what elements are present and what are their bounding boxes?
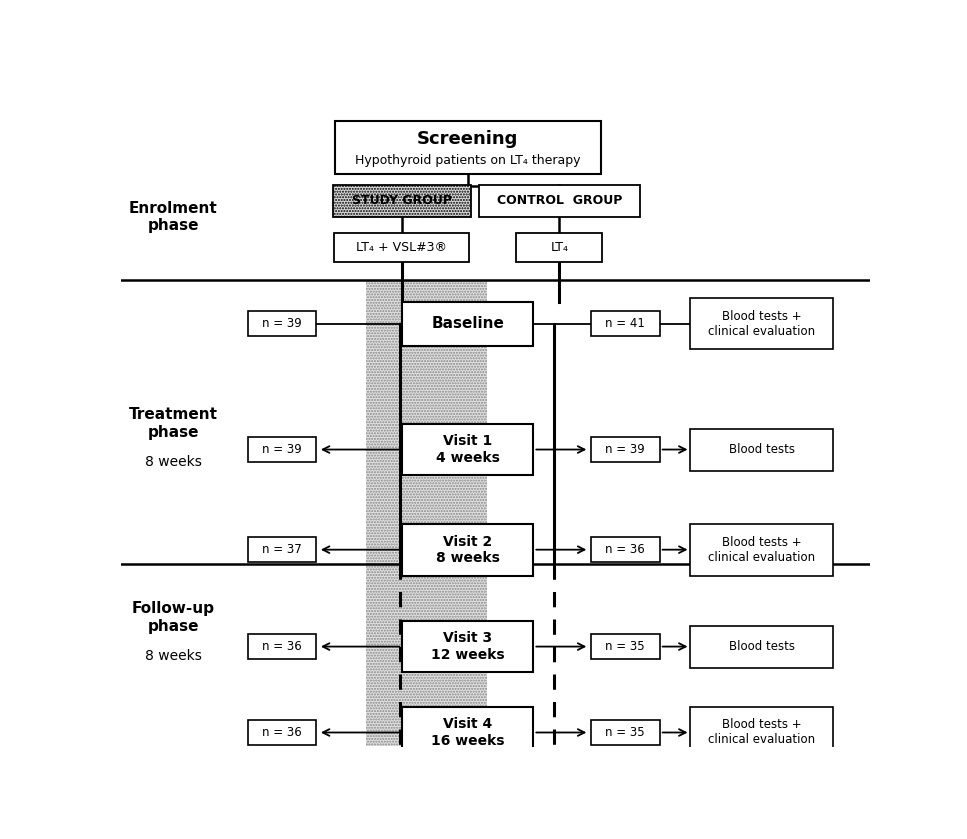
Bar <box>248 720 316 745</box>
Bar <box>402 621 534 672</box>
Text: Blood tests +
clinical evaluation: Blood tests + clinical evaluation <box>708 535 815 564</box>
Text: Blood tests +
clinical evaluation: Blood tests + clinical evaluation <box>708 310 815 337</box>
Bar <box>690 706 833 758</box>
Bar <box>402 524 534 576</box>
Text: Blood tests: Blood tests <box>728 443 795 456</box>
Bar <box>690 524 833 576</box>
Text: Treatment
phase: Treatment phase <box>129 408 218 440</box>
Text: n = 37: n = 37 <box>262 543 302 556</box>
Bar <box>690 298 833 349</box>
Bar <box>248 437 316 461</box>
Text: n = 39: n = 39 <box>262 443 302 456</box>
Text: n = 39: n = 39 <box>262 317 302 330</box>
Bar <box>402 301 534 346</box>
Text: Visit 2
8 weeks: Visit 2 8 weeks <box>436 534 500 565</box>
Text: 8 weeks: 8 weeks <box>145 456 202 470</box>
Bar <box>335 232 469 262</box>
Bar <box>591 538 659 562</box>
Text: n = 36: n = 36 <box>262 726 302 739</box>
Text: Hypothyroid patients on LT₄ therapy: Hypothyroid patients on LT₄ therapy <box>355 154 580 167</box>
Text: Screening: Screening <box>417 130 518 149</box>
Bar <box>335 122 601 175</box>
Text: 8 weeks: 8 weeks <box>145 649 202 664</box>
Text: LT₄ + VSL#3®: LT₄ + VSL#3® <box>357 241 448 254</box>
Bar <box>591 720 659 745</box>
Bar <box>690 429 833 471</box>
Text: Follow-up
phase: Follow-up phase <box>132 602 215 633</box>
Bar <box>248 538 316 562</box>
Text: Blood tests +
clinical evaluation: Blood tests + clinical evaluation <box>708 718 815 747</box>
Text: Visit 4
16 weeks: Visit 4 16 weeks <box>431 717 505 748</box>
Text: Visit 1
4 weeks: Visit 1 4 weeks <box>436 435 500 465</box>
Bar <box>248 634 316 659</box>
Bar <box>248 311 316 336</box>
Text: n = 35: n = 35 <box>605 726 645 739</box>
Bar <box>591 311 659 336</box>
Text: n = 41: n = 41 <box>605 317 645 330</box>
Text: Enrolment
phase: Enrolment phase <box>129 201 218 233</box>
Text: Blood tests: Blood tests <box>728 640 795 653</box>
Bar <box>690 626 833 668</box>
Text: Baseline: Baseline <box>431 316 505 331</box>
Bar <box>402 424 534 476</box>
Text: n = 35: n = 35 <box>605 640 645 653</box>
Text: STUDY GROUP: STUDY GROUP <box>352 195 452 207</box>
Bar <box>516 232 602 262</box>
Text: Visit 3
12 weeks: Visit 3 12 weeks <box>431 632 505 662</box>
Bar <box>366 280 486 746</box>
Bar <box>591 634 659 659</box>
Bar <box>402 706 534 758</box>
Bar <box>333 185 471 217</box>
Text: LT₄: LT₄ <box>550 241 569 254</box>
Text: n = 39: n = 39 <box>605 443 645 456</box>
Bar <box>479 185 640 217</box>
Text: n = 36: n = 36 <box>605 543 645 556</box>
Text: CONTROL  GROUP: CONTROL GROUP <box>497 195 622 207</box>
Text: n = 36: n = 36 <box>262 640 302 653</box>
Bar <box>591 437 659 461</box>
